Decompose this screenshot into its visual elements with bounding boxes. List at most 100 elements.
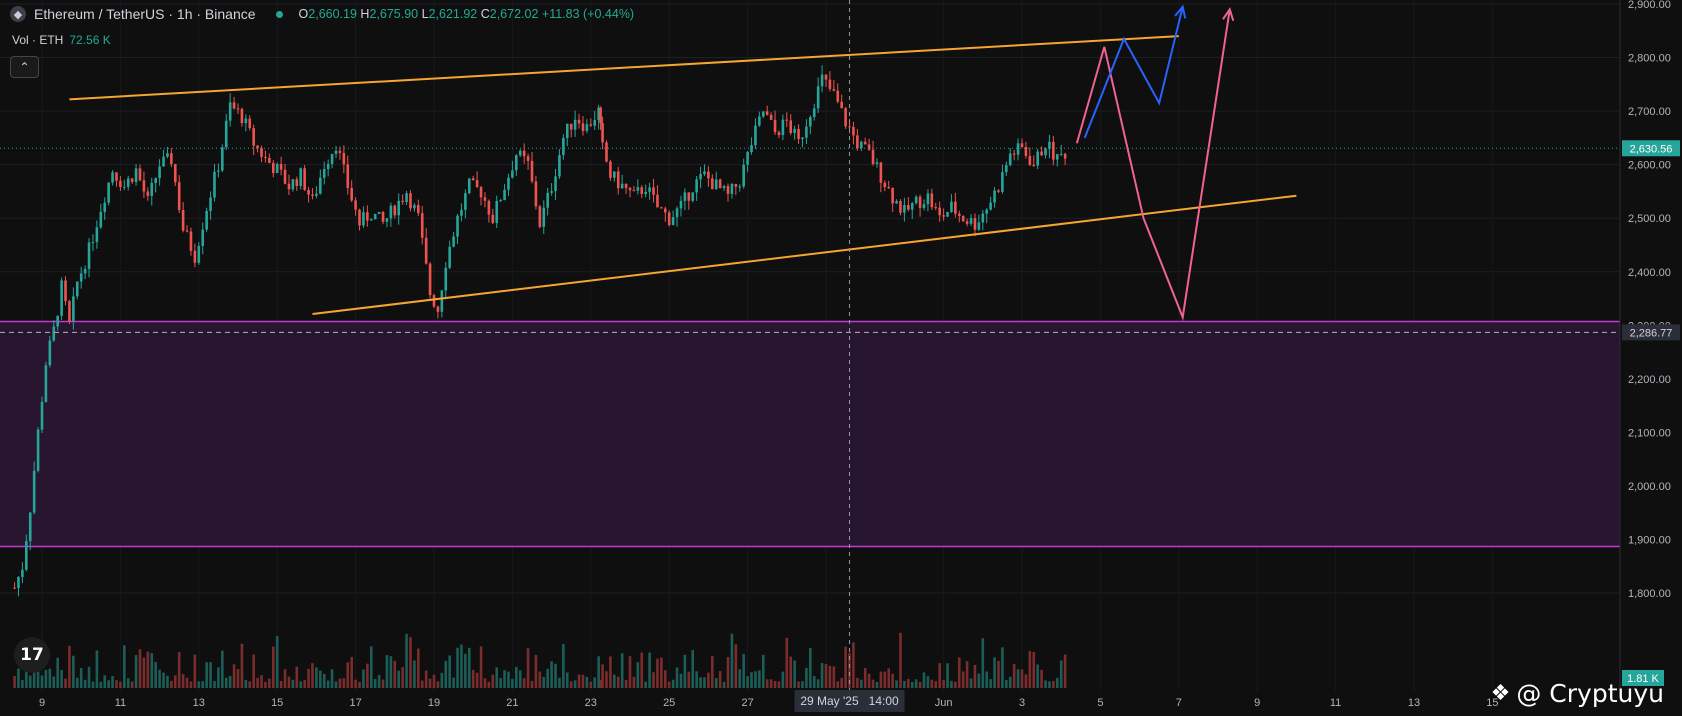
candle-body	[354, 200, 357, 210]
volume-bar	[573, 680, 577, 688]
symbol-title[interactable]: Ethereum / TetherUS · 1h · Binance	[34, 6, 256, 22]
volume-bar	[616, 676, 620, 688]
volume-legend[interactable]: Vol · ETH 72.56 K	[12, 33, 111, 47]
candle-body	[879, 162, 883, 183]
candle-body	[993, 190, 996, 203]
candle-body	[248, 118, 252, 129]
volume-bar	[907, 678, 910, 688]
candle-body	[268, 157, 271, 164]
candle-body	[526, 156, 530, 161]
volume-bar	[134, 655, 138, 688]
candle-body	[660, 207, 663, 209]
candle-body	[503, 189, 506, 201]
volume-bar	[60, 670, 63, 688]
volume-bar	[769, 679, 773, 688]
candle-body	[126, 178, 130, 187]
candle-body	[158, 166, 161, 179]
candle-body	[554, 176, 557, 192]
candle-body	[824, 74, 828, 80]
volume-bar	[244, 679, 248, 688]
candle-body	[448, 246, 451, 268]
candle-body	[565, 123, 569, 139]
candle-body	[895, 201, 898, 204]
tradingview-logo-icon[interactable]: 17	[14, 637, 50, 673]
volume-bar	[83, 679, 87, 688]
volume-bar	[965, 661, 969, 688]
volume-bar	[405, 633, 408, 688]
candle-body	[691, 192, 695, 201]
demand-zone	[0, 321, 1620, 547]
candle-body	[181, 209, 185, 231]
candle-body	[546, 192, 549, 208]
candle-body	[103, 202, 107, 212]
candle-body	[722, 186, 726, 189]
volume-bar	[981, 638, 985, 688]
volume-bar	[28, 675, 32, 688]
volume-bar	[299, 681, 303, 688]
volume-bar	[142, 657, 146, 688]
volume-bar	[703, 677, 706, 688]
channel-upper-line[interactable]	[69, 35, 1179, 101]
volume-bar	[750, 672, 753, 688]
candle-body	[413, 205, 416, 209]
volume-bar	[891, 673, 894, 688]
price-axis-background[interactable]	[1620, 0, 1682, 692]
volume-bar	[138, 649, 142, 688]
candle-body	[832, 88, 836, 91]
volume-bar	[640, 652, 644, 688]
candle-body	[25, 541, 28, 570]
candle-body	[644, 191, 647, 194]
volume-bar	[436, 681, 440, 688]
close-value: 2,672.02	[489, 7, 539, 21]
volume-bar	[605, 671, 608, 688]
candle-body	[950, 201, 953, 212]
candle-body	[840, 101, 843, 109]
volume-bar	[636, 662, 640, 688]
volume-bar	[942, 679, 945, 688]
candle-body	[232, 102, 236, 109]
volume-bar	[162, 672, 165, 688]
candle-body	[965, 221, 969, 224]
volume-bar	[48, 668, 52, 688]
candle-body	[903, 205, 906, 213]
volume-bar	[601, 664, 604, 688]
time-tick-label: 11	[115, 697, 126, 709]
candle-body	[134, 168, 138, 183]
projection-pink-path[interactable]	[1075, 9, 1231, 322]
volume-bar	[1036, 664, 1039, 688]
candle-body	[185, 230, 189, 232]
crosshair-time-label: 29 May '25 14:00	[800, 694, 899, 708]
volume-bar	[36, 657, 40, 688]
price-tick-label: 2,600.00	[1628, 160, 1671, 172]
volume-bar	[938, 663, 941, 688]
collapse-legend-button[interactable]: ⌃	[10, 56, 39, 78]
candle-body	[79, 273, 83, 282]
candle-body	[1048, 141, 1051, 149]
candle-body	[816, 86, 820, 109]
volume-bar	[926, 676, 930, 688]
volume-bar	[730, 633, 734, 688]
candle-body	[907, 205, 910, 210]
candle-body	[954, 201, 957, 214]
candle-body	[589, 124, 593, 126]
volume-bar	[1024, 674, 1028, 688]
candle-body	[1055, 154, 1059, 160]
volume-bar	[609, 656, 612, 688]
time-tick-label: Jun	[935, 697, 953, 709]
volume-bar	[599, 679, 602, 688]
candle-body	[471, 178, 475, 181]
candle-body	[573, 119, 577, 130]
symbol-legend[interactable]: ◆ Ethereum / TetherUS · 1h · Binance O2,…	[10, 6, 634, 22]
candle-body	[910, 203, 914, 210]
candle-body	[856, 135, 859, 149]
candle-body	[797, 128, 800, 139]
volume-bar	[25, 666, 28, 688]
channel-lower-line[interactable]	[312, 194, 1297, 316]
projection-blue-path[interactable]	[1083, 6, 1184, 139]
volume-bar	[107, 680, 110, 688]
candle-body	[852, 127, 855, 136]
projection-blue-arrowhead	[1174, 4, 1187, 19]
time-tick-label: 13	[193, 697, 205, 709]
candle-body	[75, 281, 79, 297]
